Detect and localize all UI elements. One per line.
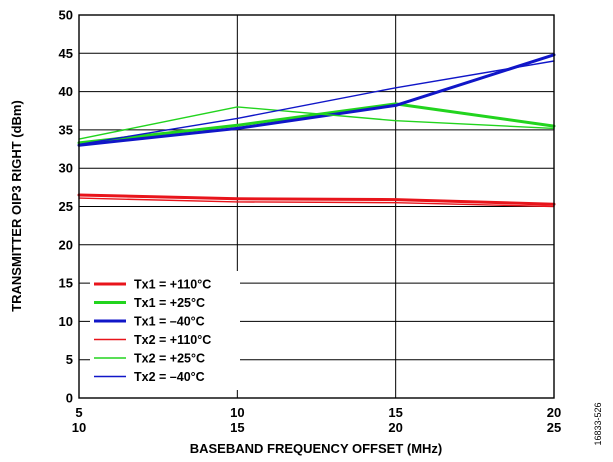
legend-label: Tx2 = +25°C: [134, 352, 205, 366]
y-tick-labels: 0 5 10 15 20 25 30 35 40 45 50: [59, 8, 73, 406]
y-tick-label: 40: [59, 84, 73, 99]
series-line-4: [78, 197, 555, 208]
x-tick-label-secondary: 15: [230, 420, 244, 435]
plot-frame: [78, 14, 555, 399]
series-lines: [77, 53, 556, 208]
legend-label: Tx2 = –40°C: [134, 370, 205, 384]
y-tick-label: 25: [59, 199, 73, 214]
figure-id: 16833-526: [593, 402, 603, 445]
y-tick-label: 10: [59, 314, 73, 329]
x-tick-label: 15: [388, 405, 402, 420]
x-tick-label-secondary: 20: [388, 420, 402, 435]
x-tick-label-secondary: 10: [72, 420, 86, 435]
y-tick-label: 15: [59, 276, 73, 291]
y-tick-label: 0: [66, 391, 73, 406]
legend: Tx1 = +110°C Tx1 = +25°C Tx1 = –40°C Tx2 = …: [90, 271, 240, 390]
x-axis-title: BASEBAND FREQUENCY OFFSET (MHz): [190, 441, 443, 456]
series-line-5: [78, 106, 555, 140]
legend-label: Tx1 = +25°C: [134, 296, 205, 310]
series-line-1: [77, 193, 556, 206]
x-tick-label: 20: [547, 405, 561, 420]
y-tick-label: 50: [59, 8, 73, 23]
series-line-6: [78, 60, 555, 146]
x-tick-label: 5: [75, 405, 82, 420]
series-line-2: [77, 102, 556, 145]
y-axis-title: TRANSMITTER OIP3 RIGHT (dBm): [9, 100, 24, 312]
series-line-3: [77, 53, 556, 147]
legend-label: Tx2 = +110°C: [134, 333, 211, 347]
y-tick-label: 5: [66, 352, 73, 367]
y-tick-label: 30: [59, 161, 73, 176]
legend-box: [90, 271, 240, 390]
legend-label: Tx1 = –40°C: [134, 315, 205, 329]
x-tick-label-secondary: 25: [547, 420, 561, 435]
legend-label: Tx1 = +110°C: [134, 278, 211, 292]
x-tick-label: 10: [230, 405, 244, 420]
y-tick-label: 20: [59, 237, 73, 252]
y-tick-label: 35: [59, 122, 73, 137]
y-tick-label: 45: [59, 46, 73, 61]
